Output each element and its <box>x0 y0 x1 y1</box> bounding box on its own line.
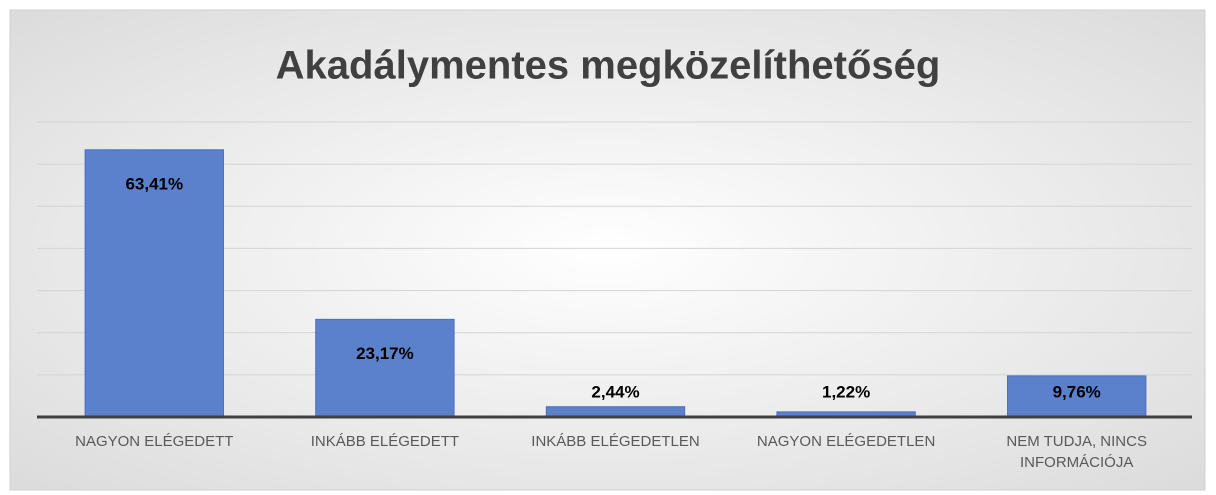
data-label: 1,22% <box>822 382 870 401</box>
data-label: 63,41% <box>125 174 183 193</box>
chart-title: Akadálymentes megközelíthetőség <box>276 44 941 88</box>
data-label: 9,76% <box>1053 382 1101 401</box>
x-tick-label: NEM TUDJA, NINCS INFORMÁCIÓJA <box>1006 433 1147 471</box>
x-tick-label: INKÁBB ELÉGEDETT <box>310 433 460 450</box>
x-tick-label: INKÁBB ELÉGEDETLEN <box>531 433 700 450</box>
bar <box>545 406 686 418</box>
bar <box>315 318 455 418</box>
x-tick-label: NAGYON ELÉGEDETT <box>75 433 234 450</box>
data-label: 23,17% <box>356 344 414 363</box>
bar <box>84 149 224 418</box>
data-label: 2,44% <box>591 382 639 401</box>
x-tick-label: NAGYON ELÉGEDETLEN <box>756 433 936 450</box>
bar <box>1007 375 1147 418</box>
